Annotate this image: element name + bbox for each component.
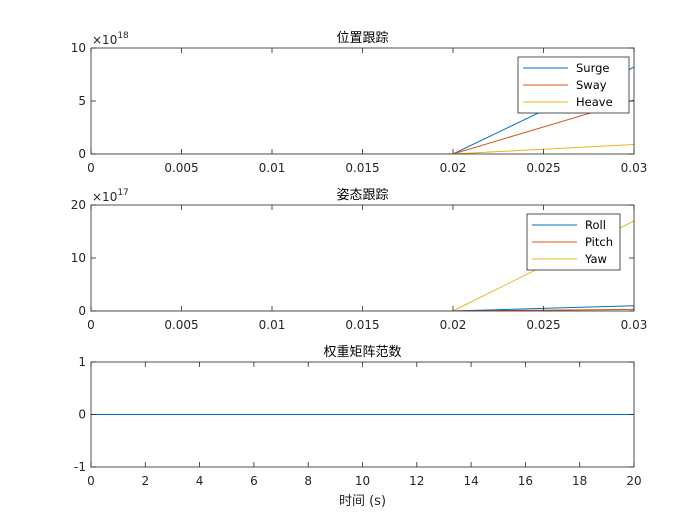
x-tick-label: 0.01	[259, 318, 286, 332]
x-tick-label: 0.02	[440, 161, 467, 175]
legend-label-surge: Surge	[576, 61, 610, 75]
legend-label-yaw: Yaw	[584, 252, 607, 266]
x-tick-label: 18	[572, 474, 587, 488]
legend-label-sway: Sway	[576, 78, 607, 92]
x-tick-label: 0.005	[164, 318, 198, 332]
x-tick-label: 2	[141, 474, 149, 488]
series-line-sway	[91, 99, 634, 154]
y-tick-label: 20	[71, 198, 86, 212]
x-tick-label: 4	[196, 474, 204, 488]
y-tick-label: 0	[78, 408, 86, 422]
x-tick-label: 14	[463, 474, 478, 488]
x-tick-label: 12	[409, 474, 424, 488]
y-tick-label: -1	[74, 460, 86, 474]
x-tick-label: 16	[518, 474, 533, 488]
y-tick-label: 10	[71, 251, 86, 265]
legend: Surge Sway Heave	[517, 56, 630, 114]
x-tick-label: 0.005	[164, 161, 198, 175]
x-tick-label: 10	[355, 474, 370, 488]
x-tick-label: 0.03	[621, 318, 648, 332]
x-tick-label: 0	[87, 318, 95, 332]
x-axis-label: 时间 (s)	[339, 494, 386, 509]
legend-label-roll: Roll	[585, 218, 606, 232]
x-tick-label: 20	[626, 474, 641, 488]
subplot-1: 0 0.005 0.01 0.015 0.02 0.025 0.03 0 5 10 ×1018 位置跟…	[71, 31, 648, 175]
y-exponent-label: ×1017	[92, 188, 129, 204]
y-tick-label: 10	[71, 41, 86, 55]
legend-label-heave: Heave	[576, 95, 613, 109]
y-tick-label: 0	[78, 147, 86, 161]
chart-title: 权重矩阵范数	[323, 344, 401, 360]
x-tick-label: 0	[87, 474, 95, 488]
x-tick-label: 0.015	[345, 161, 379, 175]
series-line-pitch	[91, 308, 634, 311]
chart-title: 位置跟踪	[336, 31, 388, 46]
x-tick-label: 0.025	[526, 161, 560, 175]
x-tick-label: 0.01	[259, 161, 286, 175]
x-tick-label: 0.025	[526, 318, 560, 332]
chart-title: 姿态跟踪	[336, 187, 388, 203]
x-tick-label: 8	[304, 474, 312, 488]
subplot-2: 0 0.005 0.01 0.015 0.02 0.025 0.03 0 10 20 ×1017 姿态…	[71, 187, 648, 332]
x-tick-label: 0.03	[621, 161, 648, 175]
x-tick-label: 0.015	[345, 318, 379, 332]
x-tick-label: 6	[250, 474, 258, 488]
legend-label-pitch: Pitch	[585, 235, 613, 249]
y-tick-label: 0	[78, 304, 86, 318]
series-line-roll	[91, 305, 634, 311]
y-tick-label: 1	[78, 355, 86, 369]
x-tick-label: 0.02	[440, 318, 467, 332]
y-exponent-label: ×1018	[92, 31, 129, 47]
x-tick-label: 0	[87, 161, 95, 175]
series-line-heave	[91, 143, 634, 154]
y-tick-label: 5	[78, 94, 86, 108]
legend: Roll Pitch Yaw	[526, 213, 621, 271]
